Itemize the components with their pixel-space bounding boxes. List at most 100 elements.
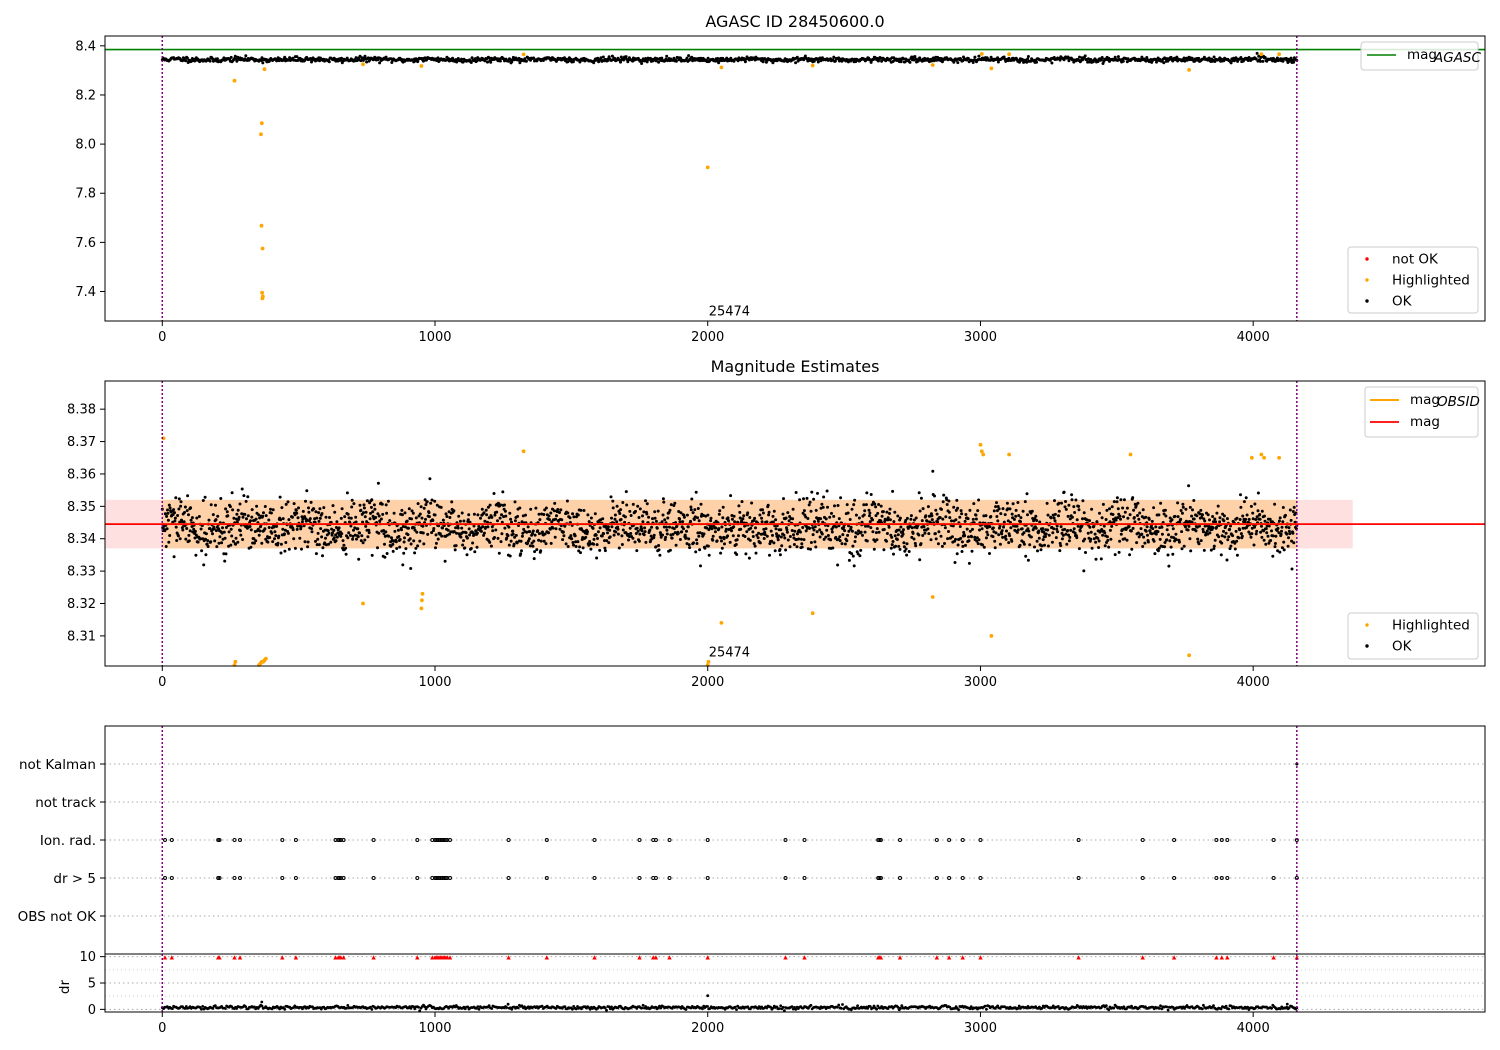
ok-point (1292, 541, 1296, 545)
ok-point (441, 526, 444, 530)
flag-marker (1219, 876, 1224, 880)
ok-point (508, 511, 512, 515)
highlighted-point (810, 611, 815, 616)
ok-point (431, 519, 435, 522)
ok-point (723, 542, 726, 546)
ok-point (1282, 540, 1286, 544)
ok-point (1206, 513, 1210, 517)
ok-point (377, 531, 381, 535)
ok-point (815, 530, 819, 534)
ok-point (189, 518, 193, 522)
ok-point (300, 520, 304, 524)
ok-point (579, 508, 583, 512)
legend-subscript: AGASC (1433, 50, 1482, 66)
ok-point (1199, 508, 1203, 512)
ok-point (771, 61, 775, 65)
ok-point (465, 536, 469, 540)
ok-point (564, 57, 568, 61)
ok-point (295, 55, 299, 59)
ok-point (770, 539, 774, 543)
legend-subscript: OBSID (1437, 394, 1480, 410)
ok-point (1212, 544, 1216, 548)
ok-point (324, 536, 327, 540)
ok-point (513, 500, 517, 504)
ok-point (668, 548, 672, 552)
highlighted-point (259, 121, 264, 126)
ok-point (1213, 538, 1217, 542)
ok-point (761, 511, 765, 515)
flag-marker (341, 876, 346, 880)
ok-point (483, 59, 487, 63)
ok-point (1063, 505, 1067, 509)
dr-points (160, 994, 1299, 1013)
ok-point (661, 533, 664, 537)
ok-point (1020, 527, 1024, 531)
dr-point (900, 1004, 904, 1008)
ok-point (762, 537, 766, 540)
ok-point (973, 535, 977, 539)
ok-point (228, 505, 232, 509)
ok-point (814, 508, 818, 512)
ok-point (430, 498, 434, 502)
ok-point (744, 552, 748, 556)
ok-point (826, 505, 829, 509)
ok-point (1022, 542, 1026, 546)
ok-point (972, 502, 976, 506)
ok-point (694, 550, 698, 554)
dr-point (183, 1007, 187, 1010)
ok-point (876, 511, 880, 515)
ok-point (1264, 527, 1268, 531)
ok-point (930, 514, 934, 518)
ok-point (717, 527, 721, 531)
ok-point (370, 553, 374, 557)
ok-point (607, 55, 611, 59)
ok-point (368, 517, 372, 521)
ok-point (772, 509, 776, 513)
ok-point (273, 530, 277, 534)
ok-point (1016, 501, 1020, 504)
ok-point (433, 513, 437, 517)
ok-point (902, 528, 905, 532)
ok-point (1121, 59, 1125, 63)
ok-point (824, 535, 828, 539)
ok-point (492, 492, 496, 495)
ok-point (229, 543, 233, 547)
ok-point (830, 530, 834, 534)
ok-point (1105, 508, 1109, 512)
ok-point (589, 547, 593, 551)
dr-point (794, 1008, 798, 1011)
highlighted-point (232, 78, 237, 83)
ok-point (222, 552, 226, 556)
ok-point (1119, 498, 1123, 502)
ok-point (1247, 517, 1251, 521)
ok-point (236, 540, 240, 544)
flag-marker (947, 876, 952, 880)
ok-point (416, 502, 420, 506)
ok-point (875, 538, 879, 542)
ok-point (615, 520, 619, 524)
ok-point (673, 501, 677, 505)
ok-point (1162, 512, 1166, 516)
ok-point (293, 546, 297, 550)
ok-point (551, 526, 555, 530)
highlighted-point (810, 63, 815, 68)
ok-point (1180, 530, 1184, 534)
ok-point (554, 517, 558, 521)
flag-marker (637, 876, 642, 880)
ok-point (245, 517, 248, 521)
ok-point (1237, 536, 1241, 540)
ok-point (959, 536, 963, 540)
ok-point (1009, 526, 1013, 530)
ok-point (416, 544, 420, 548)
ok-point (327, 542, 331, 546)
ok-point (165, 527, 169, 531)
ok-point (1044, 532, 1048, 536)
flag-marker (947, 838, 952, 842)
ok-point (757, 531, 761, 535)
ok-point (803, 54, 807, 58)
highlighted-point (989, 634, 994, 638)
ok-point (683, 533, 687, 537)
ok-point (279, 542, 283, 546)
ok-point (384, 503, 388, 507)
ok-point (362, 506, 366, 510)
